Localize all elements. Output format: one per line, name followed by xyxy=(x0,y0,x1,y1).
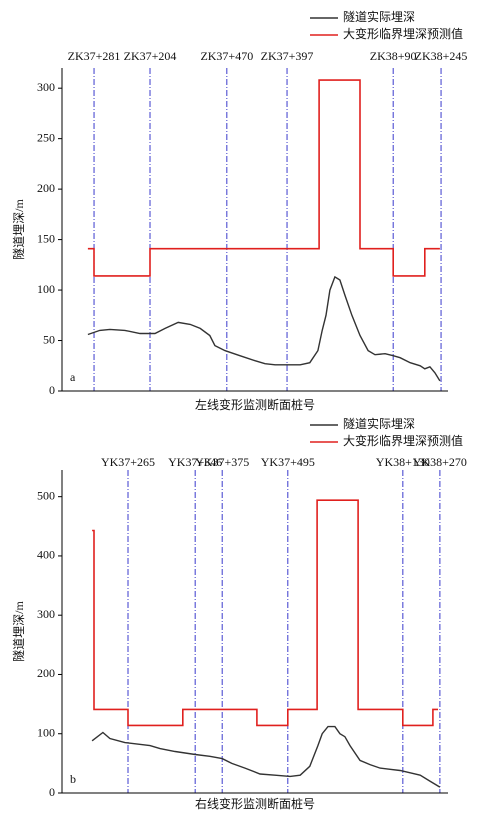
y-tick-label: 300 xyxy=(37,80,55,94)
station-label: YK37+495 xyxy=(261,455,315,469)
legend-label: 隧道实际埋深 xyxy=(343,416,415,431)
y-tick-label: 0 xyxy=(49,785,55,799)
legend-label: 大变形临界埋深预测值 xyxy=(343,26,463,41)
x-axis-label: 右线变形监测断面桩号 xyxy=(195,796,315,811)
series-line xyxy=(91,725,441,788)
station-label: ZK37+397 xyxy=(261,49,314,63)
station-label: ZK38+90 xyxy=(370,49,417,63)
station-label: YK38+270 xyxy=(413,455,467,469)
y-tick-label: 250 xyxy=(37,130,55,144)
series-line xyxy=(87,79,440,277)
y-tick-label: 0 xyxy=(49,383,55,397)
y-tick-label: 50 xyxy=(43,332,55,346)
x-axis-label: 左线变形监测断面桩号 xyxy=(195,397,315,412)
panel-label: b xyxy=(70,772,76,786)
y-tick-label: 500 xyxy=(37,488,55,502)
station-label: YK37+265 xyxy=(101,455,155,469)
station-label: YK37+346 xyxy=(168,455,222,469)
y-tick-label: 100 xyxy=(37,282,55,296)
y-tick-label: 200 xyxy=(37,666,55,680)
legend-label: 隧道实际埋深 xyxy=(343,9,415,24)
panel-label: a xyxy=(70,370,76,384)
y-tick-label: 100 xyxy=(37,725,55,739)
station-label: ZK37+204 xyxy=(124,49,177,63)
y-tick-label: 150 xyxy=(37,231,55,245)
station-label: YK38+130 xyxy=(376,455,430,469)
y-axis-label: 隧道埋深/m xyxy=(11,199,26,260)
station-label: ZK38+245 xyxy=(415,49,468,63)
series-line xyxy=(87,275,441,382)
station-label: YK37+375 xyxy=(195,455,249,469)
series-line xyxy=(92,499,438,727)
y-tick-label: 400 xyxy=(37,548,55,562)
station-label: ZK37+281 xyxy=(68,49,121,63)
station-label: ZK37+470 xyxy=(200,49,253,63)
legend-label: 大变形临界埋深预测值 xyxy=(343,433,463,448)
y-axis-label: 隧道埋深/m xyxy=(11,601,26,662)
y-tick-label: 300 xyxy=(37,607,55,621)
y-tick-label: 200 xyxy=(37,181,55,195)
